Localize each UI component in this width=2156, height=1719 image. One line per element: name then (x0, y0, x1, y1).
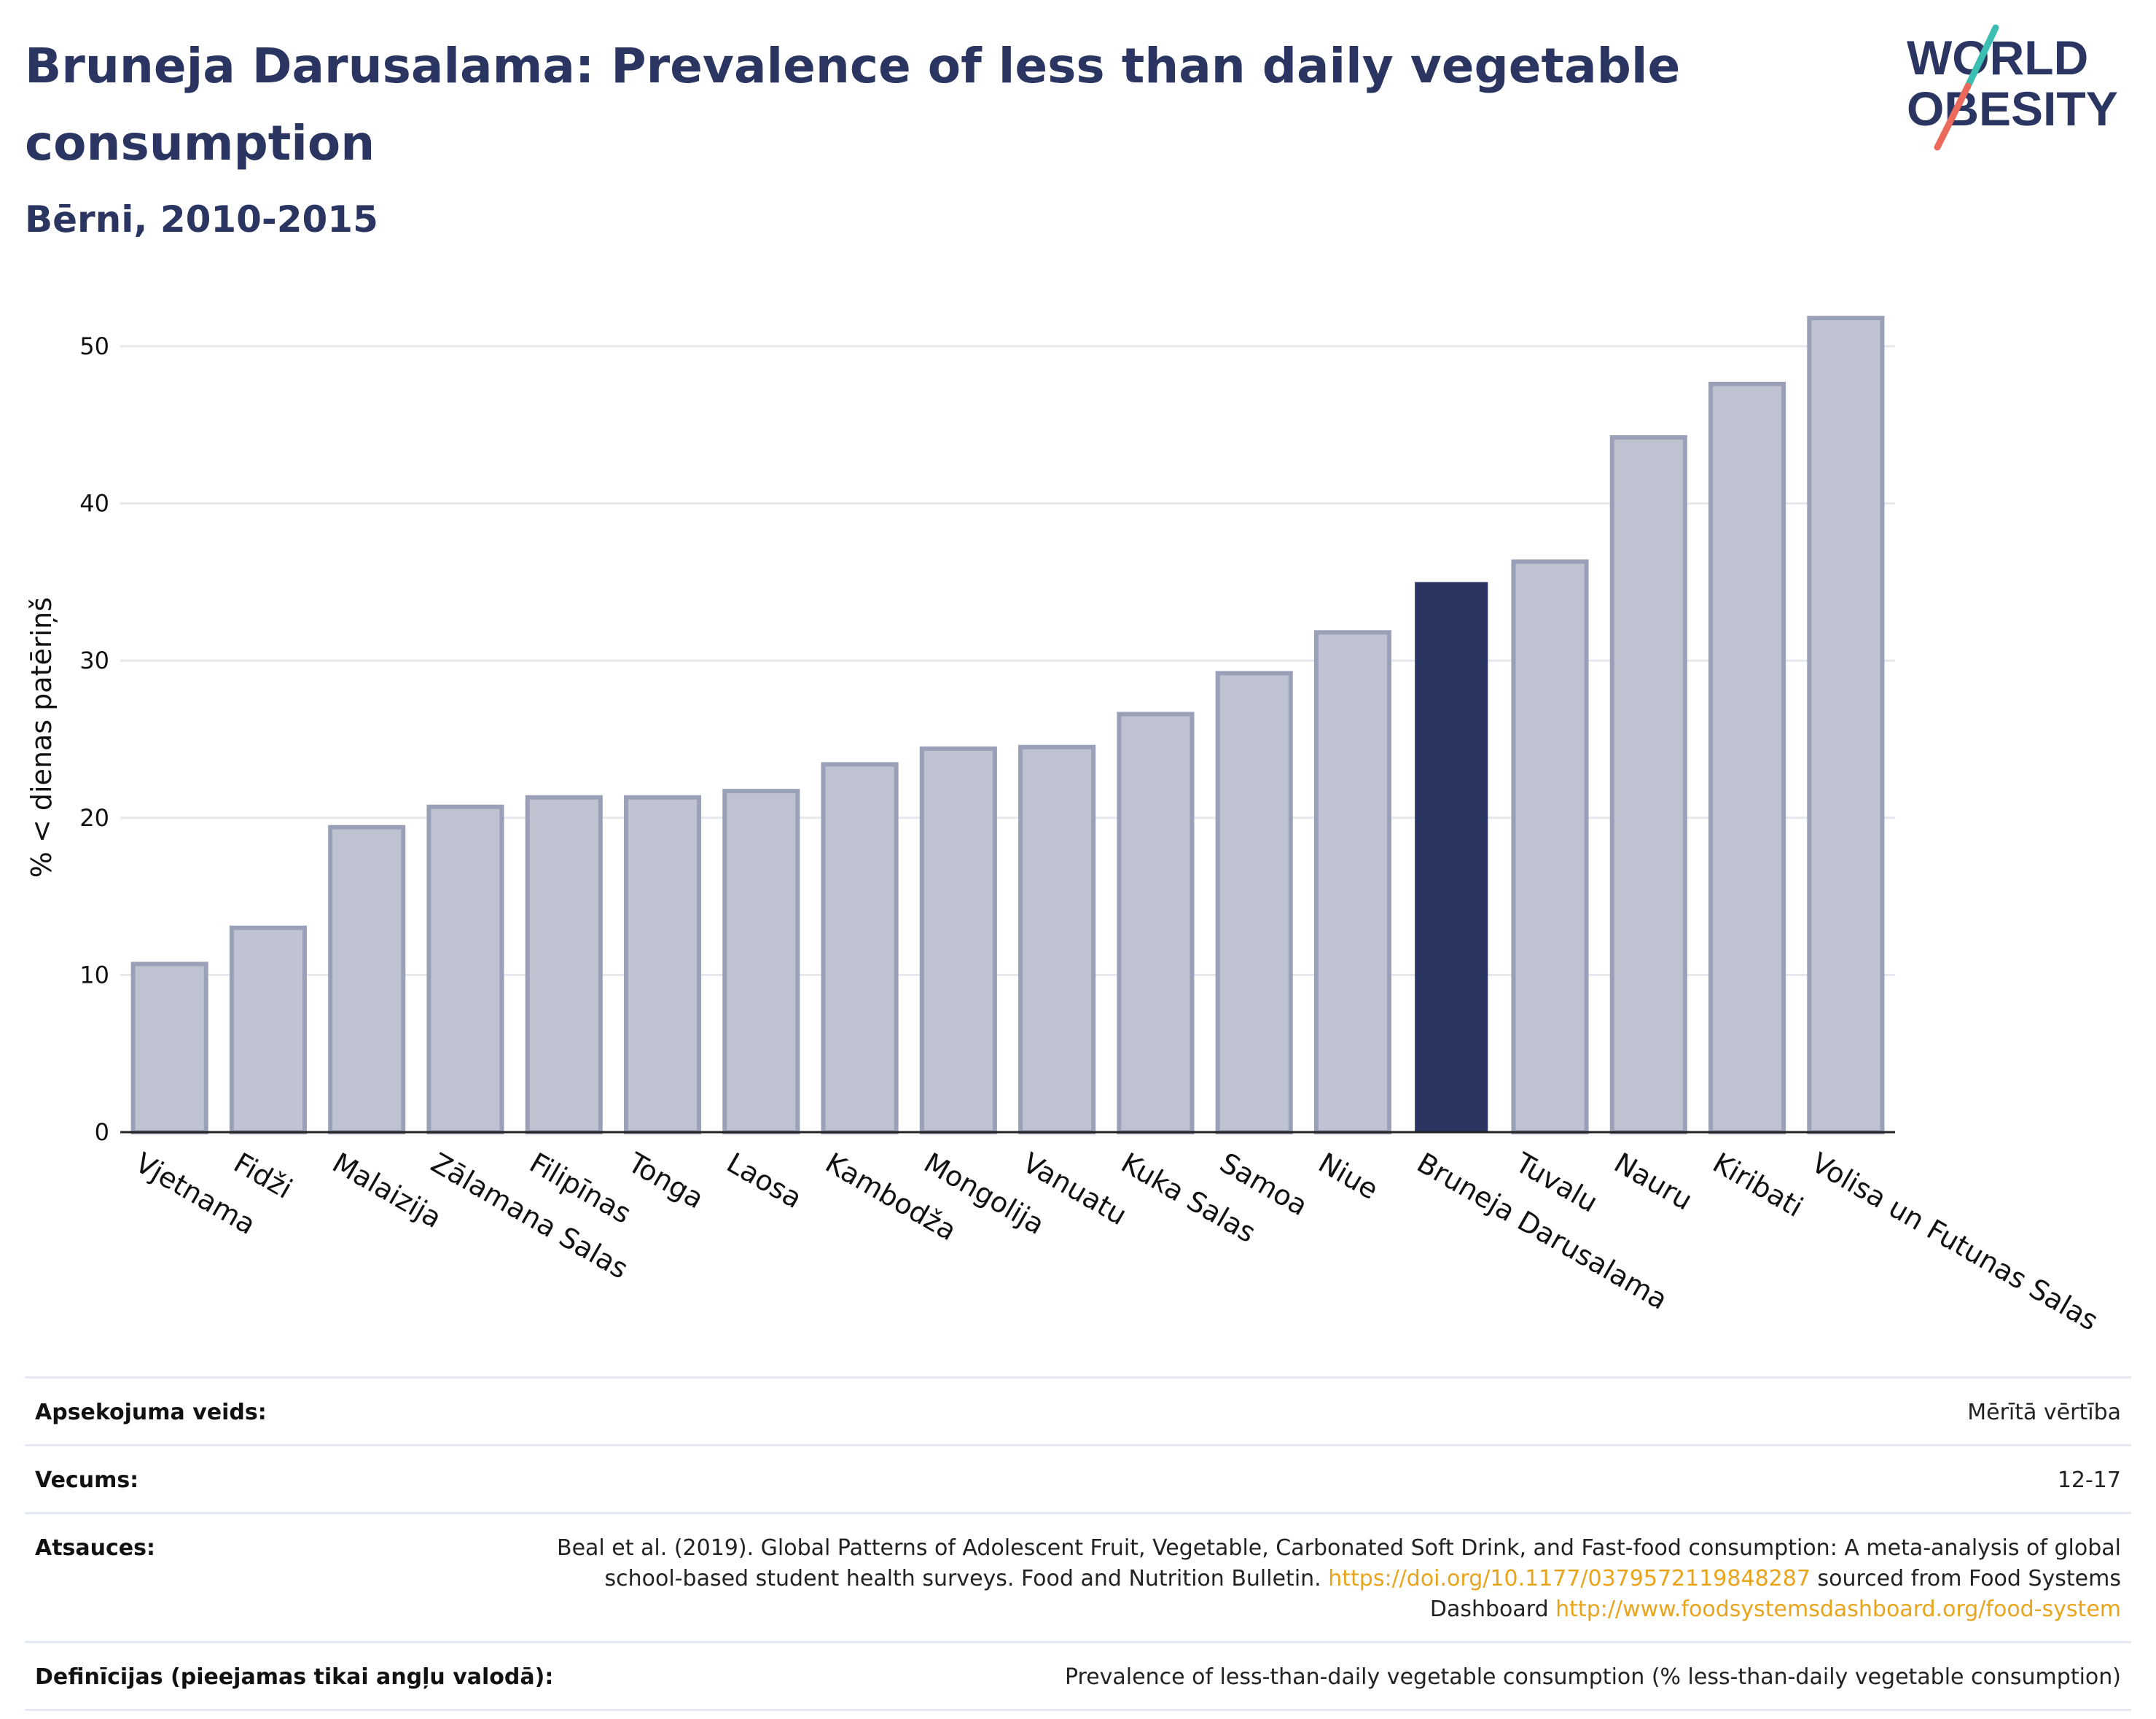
y-tick-label: 10 (79, 961, 109, 989)
bar-nauru[interactable] (1609, 435, 1687, 1134)
meta-row-definitions: Definīcijas (pieejamas tikai angļu valod… (25, 1641, 2131, 1711)
y-tick-label: 20 (79, 804, 109, 832)
y-tick-label: 40 (79, 490, 109, 518)
x-tick-label: Kiribati (1708, 1147, 1809, 1223)
logo-line1: WORLD (1907, 31, 2088, 85)
meta-row-references: Atsauces: Beal et al. (2019). Global Pat… (25, 1512, 2131, 1641)
x-tick-label: Laosa (722, 1147, 808, 1215)
y-tick-label: 30 (79, 647, 109, 674)
bar-tonga[interactable] (623, 795, 702, 1134)
bar-laosa[interactable] (722, 789, 800, 1134)
chart-subtitle: Bērni, 2010-2015 (25, 198, 378, 241)
y-tick-label: 50 (79, 332, 109, 360)
logo-slash-coral (1934, 82, 1972, 151)
bar-vjetnama[interactable] (130, 962, 208, 1134)
x-tick-label: Niue (1313, 1147, 1383, 1206)
meta-value-references: Beal et al. (2019). Global Patterns of A… (481, 1533, 2121, 1625)
meta-row-age: Vecums: 12-17 (25, 1444, 2131, 1512)
bar-volisa-un-futunas-salas[interactable] (1807, 316, 1885, 1134)
bars (130, 316, 1885, 1135)
y-axis-title: % < dienas patēriņš (26, 597, 58, 878)
bar-samoa[interactable] (1215, 671, 1293, 1134)
bar-zālamana-salas[interactable] (426, 804, 504, 1134)
meta-value: 12-17 (2057, 1467, 2121, 1493)
meta-label: Vecums: (35, 1467, 139, 1493)
bar-filipīnas[interactable] (525, 795, 603, 1134)
bar-malaizija[interactable] (328, 825, 406, 1134)
logo-slash-teal (1964, 24, 1999, 90)
metadata-table: Apsekojuma veids: Mērītā vērtība Vecums:… (25, 1376, 2131, 1711)
grid-lines (120, 345, 1895, 976)
reference-text: Beal et al. (2019). Global Patterns of A… (556, 1535, 2121, 1591)
dashboard-link[interactable]: http://www.foodsystemsdashboard.org/food… (1555, 1597, 2121, 1622)
doi-link[interactable]: https://doi.org/10.1177/0379572119848287 (1328, 1566, 1811, 1591)
meta-row-survey-type: Apsekojuma veids: Mērītā vērtība (25, 1376, 2131, 1444)
bar-mongolija[interactable] (919, 746, 997, 1135)
meta-value: Mērītā vērtība (1967, 1400, 2121, 1425)
bar-tuvalu[interactable] (1511, 559, 1589, 1134)
meta-label: Atsauces: (35, 1535, 155, 1561)
logo-line2: OBESITY (1907, 82, 2118, 136)
x-tick-label: Tonga (622, 1146, 709, 1215)
bar-niue[interactable] (1313, 630, 1392, 1134)
meta-label: Apsekojuma veids: (35, 1400, 267, 1425)
bar-kuka-salas[interactable] (1117, 712, 1195, 1134)
world-obesity-logo: WORLD OBESITY (1907, 24, 2118, 151)
x-tick-label: Nauru (1609, 1147, 1698, 1217)
chart-title: Bruneja Darusalama: Prevalence of less t… (25, 38, 1681, 171)
x-tick-label: Fidži (228, 1147, 297, 1205)
bar-kiribati[interactable] (1708, 381, 1786, 1134)
meta-value: Prevalence of less-than-daily vegetable … (1064, 1664, 2121, 1690)
reference-mid-text: sourced from Food Systems Dashboard (1429, 1566, 2121, 1622)
bar-fidži[interactable] (229, 925, 307, 1134)
bar-vanuatu[interactable] (1018, 744, 1096, 1134)
meta-label: Definīcijas (pieejamas tikai angļu valod… (35, 1664, 554, 1690)
x-tick-label: Malaizija (327, 1147, 448, 1235)
y-tick-label: 0 (95, 1118, 109, 1146)
bar-bruneja-darusalama[interactable] (1415, 582, 1488, 1132)
bar-kambodža[interactable] (821, 762, 899, 1134)
x-tick-label: Volisa un Futunas Salas (1806, 1147, 2104, 1337)
